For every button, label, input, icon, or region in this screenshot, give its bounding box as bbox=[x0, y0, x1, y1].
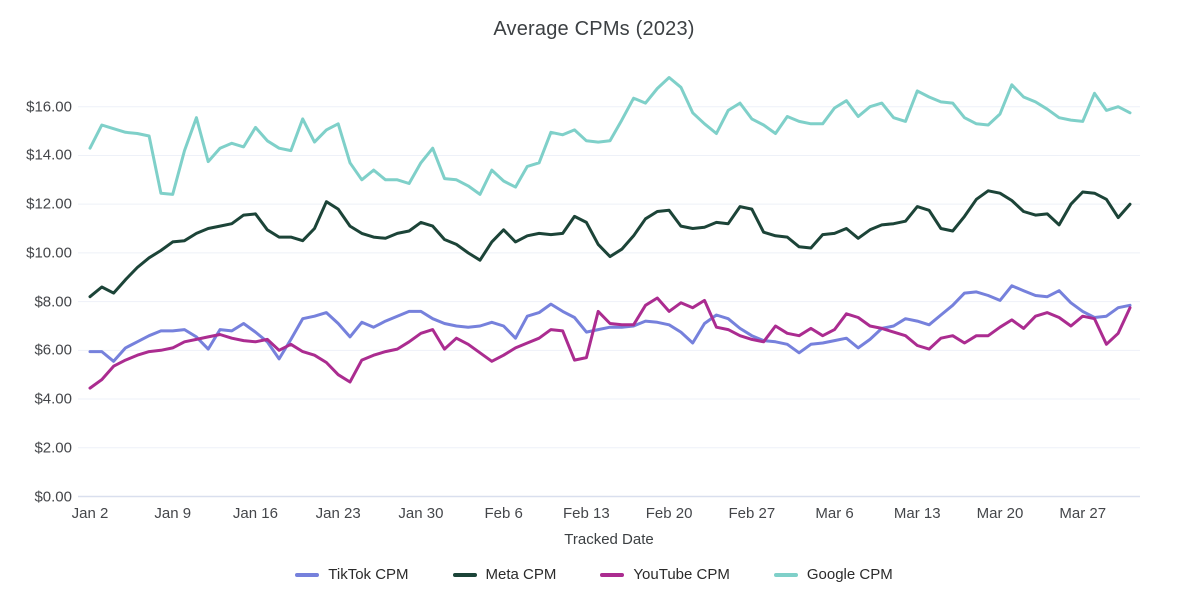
legend-item-meta-cpm: Meta CPM bbox=[452, 566, 557, 583]
chart-title: Average CPMs (2023) bbox=[493, 18, 695, 40]
x-tick-label: Jan 9 bbox=[154, 505, 192, 522]
legend-swatch bbox=[600, 572, 625, 577]
x-tick-label: Feb 6 bbox=[484, 505, 523, 522]
x-tick-label: Jan 16 bbox=[232, 505, 278, 522]
legend-label: Meta CPM bbox=[485, 566, 557, 583]
x-tick-label: Mar 6 bbox=[815, 505, 854, 522]
legend-swatch bbox=[295, 572, 320, 577]
y-tick-label: $14.00 bbox=[26, 146, 72, 164]
x-tick-label: Jan 23 bbox=[315, 505, 361, 522]
x-tick-label: Mar 27 bbox=[1059, 505, 1107, 522]
youtube-cpm-line bbox=[88, 296, 1132, 390]
legend-label: Google CPM bbox=[806, 566, 893, 583]
x-tick-label: Feb 27 bbox=[728, 505, 776, 522]
meta-cpm-line bbox=[88, 189, 1132, 299]
x-axis-title: Tracked Date bbox=[564, 531, 654, 548]
legend-label: TikTok CPM bbox=[328, 566, 409, 583]
y-tick-label: $8.00 bbox=[34, 293, 72, 311]
legend-swatch bbox=[773, 572, 798, 577]
legend-item-google-cpm: Google CPM bbox=[773, 566, 893, 583]
google-cpm-line bbox=[88, 76, 1132, 196]
x-tick-label: Feb 20 bbox=[645, 505, 693, 522]
legend-swatch bbox=[452, 572, 477, 577]
y-tick-label: $0.00 bbox=[34, 488, 72, 505]
x-tick-label: Mar 20 bbox=[976, 505, 1024, 522]
y-tick-label: $12.00 bbox=[26, 195, 72, 213]
y-tick-label: $16.00 bbox=[26, 98, 72, 116]
y-tick-label: $6.00 bbox=[34, 341, 72, 359]
tiktok-cpm-line bbox=[88, 284, 1132, 363]
y-tick-label: $2.00 bbox=[34, 439, 72, 457]
x-tick-label: Jan 2 bbox=[71, 505, 109, 522]
legend-label: YouTube CPM bbox=[633, 566, 730, 583]
x-tick-label: Feb 13 bbox=[563, 505, 610, 522]
y-tick-label: $4.00 bbox=[34, 390, 72, 408]
x-tick-label: Jan 30 bbox=[398, 505, 444, 522]
y-tick-label: $10.00 bbox=[26, 244, 72, 262]
chart-legend: TikTok CPM Meta CPM YouTube CPM Google CPM bbox=[0, 566, 1188, 583]
x-tick-label: Mar 13 bbox=[893, 505, 941, 522]
legend-item-youtube-cpm: YouTube CPM bbox=[600, 566, 730, 583]
legend-item-tiktok-cpm: TikTok CPM bbox=[295, 566, 409, 583]
